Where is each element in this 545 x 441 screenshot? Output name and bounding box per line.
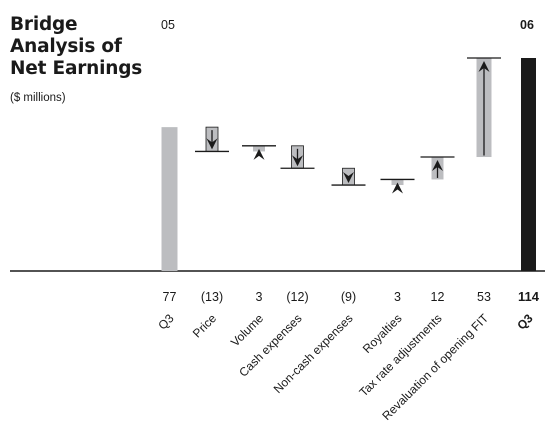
period-label-05: 05 — [161, 18, 175, 32]
title-line-3: Net Earnings — [10, 58, 143, 79]
value-label-7: 53 — [477, 290, 491, 304]
value-label-6: 12 — [431, 290, 445, 304]
bar-volume-2 — [253, 145, 265, 152]
value-label-2: 3 — [256, 290, 263, 304]
arrow-head-tax-rate-adjustments-6 — [432, 160, 443, 172]
arrow-head-volume-2 — [253, 148, 265, 160]
arrow-head-price-1 — [206, 138, 218, 150]
chart-title: Bridge Analysis of Net Earnings — [10, 14, 142, 80]
category-label-1: Price — [190, 311, 219, 340]
bar-q3-0 — [161, 127, 178, 271]
arrow-head-revaluation-of-opening-fit-7 — [478, 61, 490, 72]
category-label-0: Q3 — [155, 311, 176, 332]
value-label-1: (13) — [201, 290, 223, 304]
bar-q3-8 — [521, 58, 536, 271]
chart-subtitle: ($ millions) — [10, 92, 66, 104]
arrow-head-non-cash-expenses-4 — [343, 172, 354, 184]
category-label-8: Q3 — [514, 311, 535, 332]
title-line-1: Bridge — [10, 14, 78, 35]
title-line-2: Analysis of — [10, 36, 122, 57]
value-label-8: 114 — [518, 289, 540, 304]
value-label-0: 77 — [163, 290, 177, 304]
value-label-3: (12) — [286, 290, 308, 304]
value-label-5: 3 — [394, 290, 401, 304]
value-label-4: (9) — [341, 290, 356, 304]
bar-royalties-5 — [391, 179, 404, 186]
category-label-2: Volume — [228, 311, 266, 349]
arrow-head-cash-expenses-3 — [292, 155, 303, 167]
period-label-06: 06 — [520, 18, 534, 32]
arrow-head-royalties-5 — [392, 182, 403, 194]
